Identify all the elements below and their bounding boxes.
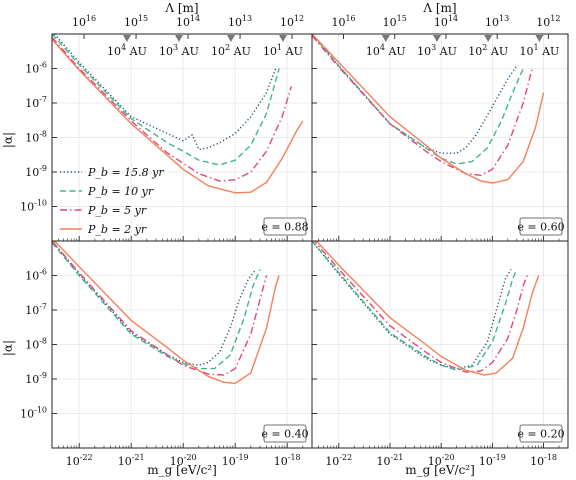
au-marker-icon: [122, 35, 131, 42]
legend-label: P_b = 5 yr: [87, 204, 147, 217]
panel-3: 10-10 10-9 10-8 10-7 10-6 10-22 10-21 10-20 10-1…: [20, 240, 313, 468]
au-marker-label: 101 AU: [519, 43, 559, 58]
au-marker-icon: [484, 35, 493, 42]
x-tick-label: 10-19: [479, 453, 506, 468]
legend-label: P_b = 15.8 yr: [87, 166, 164, 179]
au-marker-icon: [226, 35, 235, 42]
top-axis-label-left: Λ [m]: [164, 1, 198, 15]
au-marker-label: 103 AU: [159, 43, 199, 58]
top-tick-label: 1016: [331, 14, 355, 29]
top-tick-label: 1015: [124, 14, 148, 29]
au-marker-label: 102 AU: [468, 43, 508, 58]
eccentricity-label: e = 0.60: [517, 221, 564, 234]
top-tick-label: 1014: [176, 14, 200, 29]
au-marker-icon: [278, 35, 287, 42]
au-marker-label: 102 AU: [211, 43, 251, 58]
top-tick-label: 1012: [280, 14, 304, 29]
series-line-dashed: [312, 241, 518, 371]
y-tick-label: 10-8: [25, 337, 47, 352]
eccentricity-label: e = 0.20: [517, 428, 564, 441]
au-marker-label: 103 AU: [417, 43, 457, 58]
y-tick-label: 10-9: [25, 164, 47, 179]
x-tick-label: 10-21: [118, 453, 145, 468]
top-tick-label: 1015: [383, 14, 407, 29]
series-line-dashed: [52, 34, 280, 166]
top-tick-label: 1016: [72, 14, 96, 29]
au-marker-icon: [174, 35, 183, 42]
y-tick-label: 10-6: [25, 61, 47, 76]
legend-label: P_b = 10 yr: [87, 185, 154, 198]
legend-label: P_b = 2 yr: [87, 223, 147, 236]
series-line-dashdot: [52, 36, 292, 182]
x-tick-label: 10-20: [170, 453, 197, 468]
au-marker-label: 104 AU: [366, 43, 406, 58]
top-tick-label: 1012: [536, 14, 560, 29]
x-tick-label: 10-19: [222, 453, 249, 468]
y-tick-label: 10-9: [25, 371, 47, 386]
eccentricity-box: [263, 424, 307, 443]
series-line-dotted: [53, 34, 277, 151]
au-marker-icon: [381, 35, 390, 42]
y-axis-label-bottom: |α|: [1, 340, 15, 356]
y-tick-label: 10-6: [25, 268, 47, 283]
x-axis-label-left: m_g [eV/c²]: [147, 463, 217, 477]
top-tick-label: 1013: [485, 14, 509, 29]
y-tick-label: 10-10: [20, 199, 47, 214]
panel-4: 10-22 10-21 10-20 10-19 10-18 e = 0.20: [311, 240, 569, 468]
au-marker-icon: [535, 35, 544, 42]
y-tick-label: 10-8: [25, 130, 47, 145]
y-tick-label: 10-7: [25, 95, 47, 110]
panel-2: e = 0.60: [311, 33, 569, 242]
series-line-dotted: [52, 241, 257, 366]
series-line-solid: [312, 34, 545, 184]
au-marker-icon: [432, 35, 441, 42]
eccentricity-box: [519, 217, 563, 236]
x-tick-label: 10-18: [530, 453, 557, 468]
y-tick-label: 10-7: [25, 302, 47, 317]
eccentricity-label: e = 0.88: [261, 221, 308, 234]
top-tick-label: 1014: [434, 14, 458, 29]
top-tick-label: 1013: [228, 14, 252, 29]
series-line-solid: [315, 241, 540, 376]
au-marker-label: 104 AU: [107, 43, 147, 58]
series-line-dotted: [312, 241, 512, 370]
x-tick-label: 10-20: [428, 453, 455, 468]
top-axis-label-right: Λ [m]: [422, 1, 456, 15]
x-tick-label: 10-21: [377, 453, 404, 468]
x-tick-label: 10-18: [274, 453, 301, 468]
x-tick-label: 10-22: [325, 453, 352, 468]
series-line-dashdot: [52, 241, 268, 376]
x-axis-label-right: m_g [eV/c²]: [405, 463, 475, 477]
y-axis-label-top: |α|: [1, 132, 15, 148]
eccentricity-box: [519, 424, 563, 443]
eccentricity-box: [263, 217, 307, 236]
au-marker-label: 101 AU: [263, 43, 303, 58]
series-line-solid: [52, 38, 304, 194]
x-tick-label: 10-22: [66, 453, 93, 468]
y-tick-label: 10-10: [20, 406, 47, 421]
eccentricity-label: e = 0.40: [261, 428, 308, 441]
series-line-solid: [53, 241, 280, 384]
series-line-dashed: [52, 242, 261, 370]
